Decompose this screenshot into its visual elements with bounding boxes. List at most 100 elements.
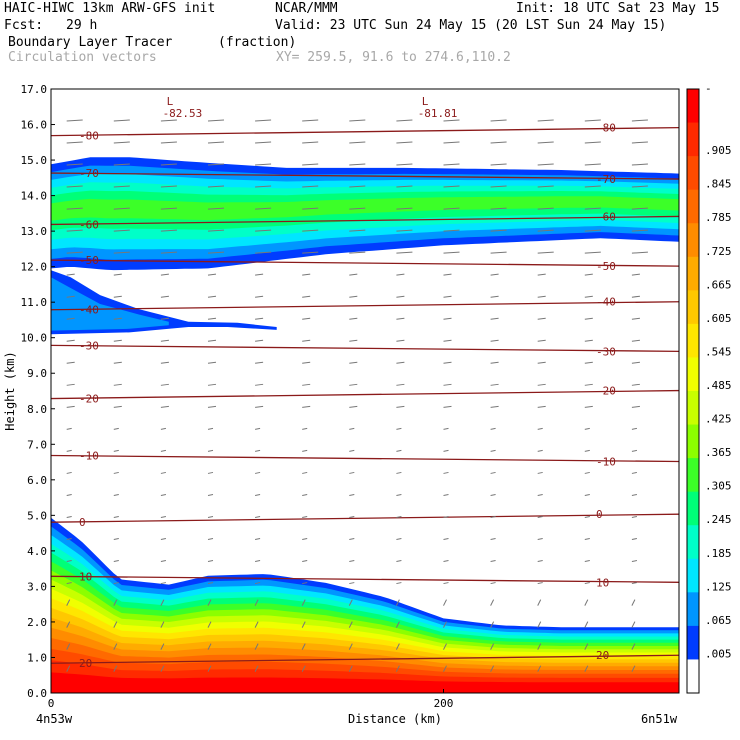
vector-arrow — [302, 141, 319, 144]
vector-arrow — [66, 621, 71, 628]
vector-arrow — [349, 427, 355, 430]
vector-arrow — [254, 643, 259, 650]
vector-arrow — [207, 538, 214, 541]
vector-arrow — [396, 427, 402, 430]
vector-arrow — [396, 163, 413, 166]
vector-arrow — [207, 207, 225, 210]
temperature-contours: -80 -80 -70 -70 -60 -60 -50 -50 -40 -40 -30 -30 -20 -… — [51, 95, 679, 670]
vector-arrow — [113, 339, 122, 342]
vector-arrow — [113, 515, 119, 518]
vector-arrow — [443, 493, 449, 496]
contour-line — [51, 259, 679, 267]
vector-arrow — [631, 599, 636, 606]
vector-arrow — [443, 317, 452, 320]
vector-arrow — [395, 599, 400, 606]
colorbar-label: .305 — [705, 480, 732, 493]
vector-arrow — [631, 229, 648, 232]
vector-arrow — [396, 383, 405, 386]
vector-arrow — [302, 207, 319, 210]
vector-arrow — [66, 582, 72, 585]
colorbar-swatch — [687, 458, 699, 493]
contour-line — [51, 389, 679, 400]
colorbar-swatch — [687, 223, 699, 258]
vector-arrow — [207, 582, 214, 585]
boundary-layer-band — [51, 672, 679, 693]
vector-arrow — [349, 251, 366, 254]
vector-arrow — [396, 361, 405, 364]
vector-arrow — [66, 163, 83, 166]
vector-arrow — [113, 599, 118, 606]
vector-arrow — [631, 665, 636, 672]
vector-arrow — [490, 185, 507, 188]
vector-arrow — [443, 207, 460, 210]
vector-arrow — [160, 582, 166, 585]
vector-arrow — [160, 471, 166, 474]
vector-arrow — [207, 427, 214, 430]
vector-arrow — [113, 383, 122, 386]
colorbar-frame — [686, 88, 700, 694]
vector-arrow — [490, 273, 499, 276]
y-tick-label: 6.0 — [27, 474, 47, 487]
vector-arrow — [396, 515, 402, 518]
vector-arrow — [66, 449, 72, 452]
valid-time: Valid: 23 UTC Sun 24 May 15 (20 LST Sun … — [275, 18, 667, 33]
vector-arrow — [302, 317, 311, 320]
contour-label: -60 — [79, 218, 99, 231]
vector-arrow — [490, 538, 496, 541]
vector-arrow — [207, 251, 225, 254]
contour-label: 10 — [79, 570, 92, 583]
vector-arrow — [396, 207, 413, 210]
vector-arrow — [537, 185, 554, 188]
vector-arrow — [349, 582, 355, 585]
vector-arrow — [255, 361, 264, 364]
contour-line — [51, 513, 679, 523]
vector-arrow — [113, 621, 118, 628]
minimum-value: -82.53 — [163, 107, 203, 120]
vector-arrow — [537, 141, 554, 144]
vector-arrow — [302, 538, 308, 541]
y-tick-label: 4.0 — [27, 545, 47, 558]
vector-arrow — [631, 273, 640, 276]
vector-arrow — [396, 449, 402, 452]
vector-arrow — [537, 317, 546, 320]
vector-arrow — [584, 273, 593, 276]
vector-arrow — [396, 229, 413, 232]
vector-arrow — [631, 560, 637, 563]
y-tick-label: 12.0 — [21, 261, 48, 274]
vector-arrow — [255, 515, 261, 518]
vector-arrow — [584, 119, 601, 122]
vector-arrow — [254, 599, 259, 606]
x-end-location: 6n51w — [641, 712, 678, 726]
vector-arrow — [396, 273, 405, 276]
colorbar-label: .365 — [705, 446, 732, 459]
vector-arrow — [537, 621, 542, 628]
y-tick-label: 15.0 — [21, 154, 48, 167]
vector-arrow — [396, 317, 405, 320]
vector-arrow — [113, 405, 122, 408]
vector-arrow — [631, 317, 640, 320]
vector-arrow — [443, 383, 452, 386]
vector-arrow — [631, 471, 637, 474]
vector-arrow — [349, 361, 358, 364]
vector-arrow — [255, 251, 272, 254]
vector-arrow — [160, 119, 177, 122]
vector-arrow — [160, 449, 166, 452]
vector-arrow — [349, 207, 366, 210]
vector-arrow — [537, 361, 546, 364]
contour-label: -10 — [79, 450, 99, 463]
colorbar-swatch — [687, 592, 699, 627]
vector-arrow — [490, 621, 495, 628]
overlay-name: Circulation vectors — [8, 50, 157, 65]
vector-arrow — [255, 295, 264, 298]
vector-arrow — [348, 621, 353, 628]
vector-arrow — [207, 405, 217, 408]
vector-arrow — [490, 665, 495, 672]
vector-arrow — [66, 361, 75, 364]
vector-arrow — [301, 643, 306, 650]
vector-arrow — [631, 427, 637, 430]
colorbar-swatch — [687, 357, 699, 392]
vector-arrow — [537, 582, 543, 585]
vector-arrow — [348, 643, 353, 650]
vector-arrow — [113, 582, 119, 585]
vector-arrow — [584, 317, 593, 320]
